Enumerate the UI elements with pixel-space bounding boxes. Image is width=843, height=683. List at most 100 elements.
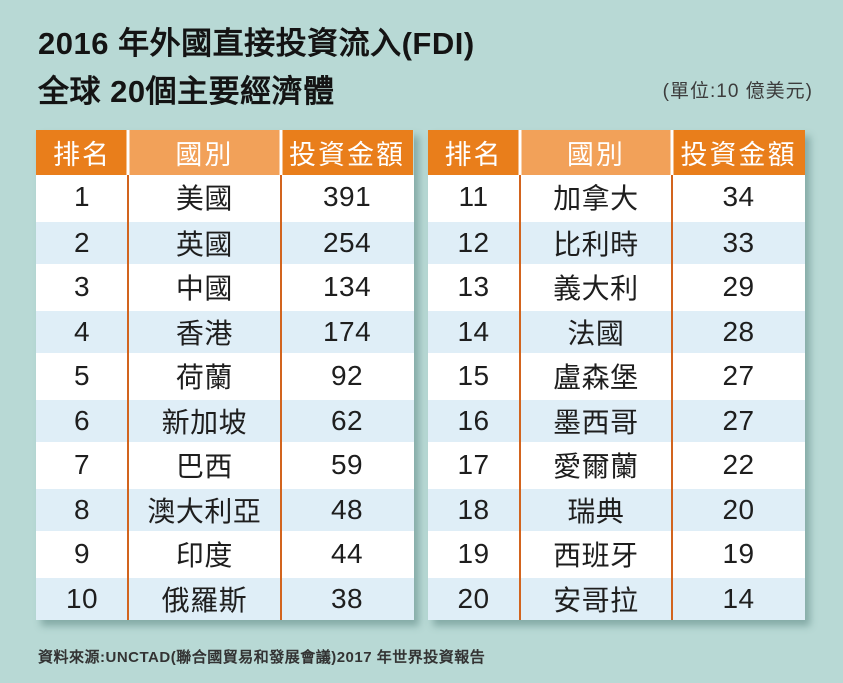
amount-cell: 391	[322, 181, 372, 213]
table-row: 16 墨西哥 27	[427, 397, 805, 442]
column-divider	[518, 175, 521, 620]
rank-cell: 2	[74, 226, 91, 258]
header-divider	[518, 130, 522, 175]
header-rank: 排名	[36, 130, 129, 175]
table-rows: 1 美國 391 2 英國 254 3 中國 134 4 香港 174 5 荷蘭 92 6 新加坡 62 7 巴西 59…	[36, 175, 414, 620]
country-cell: 安哥拉	[553, 584, 639, 616]
table-header-row: 排名 國別 投資金額	[427, 130, 806, 175]
amount-cell: 48	[330, 493, 364, 525]
header-divider	[279, 130, 283, 175]
rank-cell: 5	[74, 360, 91, 392]
rank-cell: 8	[74, 493, 91, 525]
country-cell: 法國	[567, 317, 625, 349]
column-divider	[671, 175, 674, 620]
table-row: 8 澳大利亞 48	[36, 486, 414, 531]
amount-cell: 20	[722, 493, 755, 525]
rank-cell: 1	[74, 181, 91, 213]
amount-cell: 62	[330, 404, 364, 436]
table-body: 11 加拿大 34 12 比利時 33 13 義大利 29 14 法國 28 15 盧森堡 27 16 墨西哥 2…	[427, 175, 805, 620]
source-note: 資料來源:UNCTAD(聯合國貿易和發展會議)2017 年世界投資報告	[38, 649, 486, 666]
rank-cell: 14	[457, 315, 490, 347]
table-row: 5 荷蘭 92	[36, 353, 414, 398]
rank-cell: 15	[457, 360, 490, 392]
tables-container: 排名 國別 投資金額 1 美國 391 2 英國 254 3 中國 134 4 香港 174 5 荷蘭 92…	[36, 130, 805, 620]
rank-cell: 7	[74, 449, 91, 481]
country-cell: 中國	[175, 273, 233, 305]
country-cell: 澳大利亞	[147, 495, 262, 527]
page-header: 2016 年外國直接投資流入(FDI) 全球 20個主要經濟體 (單位:10 億…	[0, 0, 843, 116]
column-divider	[279, 175, 282, 620]
amount-cell: 27	[722, 360, 755, 392]
table-body: 1 美國 391 2 英國 254 3 中國 134 4 香港 174 5 荷蘭 92 6 新加坡 62 7 巴西 59…	[36, 175, 414, 620]
amount-cell: 134	[322, 271, 372, 303]
amount-cell: 174	[322, 315, 372, 347]
country-cell: 香港	[175, 317, 233, 349]
table-row: 15 盧森堡 27	[427, 353, 805, 398]
fdi-table-left: 排名 國別 投資金額 1 美國 391 2 英國 254 3 中國 134 4 香港 174 5 荷蘭 92…	[36, 130, 414, 620]
table-row: 2 英國 254	[36, 219, 414, 264]
rank-cell: 12	[457, 226, 490, 258]
header-divider	[670, 130, 674, 175]
table-rows: 11 加拿大 34 12 比利時 33 13 義大利 29 14 法國 28 15 盧森堡 27 16 墨西哥 2…	[427, 175, 805, 620]
country-cell: 巴西	[175, 451, 233, 483]
table-row: 18 瑞典 20	[427, 486, 805, 531]
amount-cell: 14	[722, 582, 755, 614]
country-cell: 加拿大	[553, 183, 639, 215]
country-cell: 美國	[175, 183, 233, 215]
amount-cell: 34	[722, 181, 755, 213]
table-row: 12 比利時 33	[427, 219, 805, 264]
table-row: 19 西班牙 19	[427, 531, 805, 576]
amount-cell: 22	[722, 449, 755, 481]
header-amount: 投資金額	[672, 130, 805, 175]
country-cell: 荷蘭	[175, 362, 233, 394]
rank-cell: 9	[74, 538, 91, 570]
table-row: 6 新加坡 62	[36, 397, 414, 442]
country-cell: 新加坡	[161, 406, 248, 438]
rank-cell: 17	[457, 449, 490, 481]
amount-cell: 92	[330, 360, 364, 392]
amount-cell: 28	[722, 315, 755, 347]
rank-cell: 10	[65, 582, 99, 614]
table-row: 13 義大利 29	[427, 264, 805, 309]
page-title-line1: 2016 年外國直接投資流入(FDI)	[38, 26, 475, 61]
unit-note: (單位:10 億美元)	[662, 81, 813, 102]
rank-cell: 18	[457, 493, 490, 525]
amount-cell: 27	[722, 404, 755, 436]
page-title-line2: 全球 20個主要經濟體	[38, 74, 335, 109]
amount-cell: 19	[722, 538, 755, 570]
rank-cell: 19	[457, 538, 490, 570]
fdi-table-right: 排名 國別 投資金額 11 加拿大 34 12 比利時 33 13 義大利 29 14 法國 28 15…	[427, 130, 806, 620]
rank-cell: 20	[457, 582, 490, 614]
country-cell: 印度	[175, 540, 233, 572]
amount-cell: 33	[722, 226, 755, 258]
rank-cell: 11	[458, 181, 489, 213]
rank-cell: 13	[457, 271, 490, 303]
table-row: 1 美國 391	[36, 175, 414, 220]
country-cell: 英國	[175, 228, 233, 260]
country-cell: 義大利	[553, 273, 639, 305]
country-cell: 愛爾蘭	[553, 451, 639, 483]
rank-cell: 3	[74, 271, 91, 303]
country-cell: 瑞典	[567, 495, 625, 527]
table-row: 9 印度 44	[36, 531, 414, 576]
amount-cell: 59	[330, 449, 364, 481]
header-country: 國別	[519, 130, 673, 175]
table-row: 7 巴西 59	[36, 442, 414, 487]
rank-cell: 6	[74, 404, 91, 436]
table-row: 3 中國 134	[36, 264, 414, 309]
amount-cell: 254	[322, 226, 372, 258]
country-cell: 比利時	[553, 228, 639, 260]
table-row: 11 加拿大 34	[427, 175, 805, 220]
amount-cell: 44	[330, 538, 364, 570]
header-rank: 排名	[427, 130, 520, 175]
header-divider	[126, 130, 130, 175]
amount-cell: 29	[722, 271, 755, 303]
table-row: 10 俄羅斯 38	[36, 575, 414, 620]
table-row: 20 安哥拉 14	[427, 575, 805, 620]
table-header-row: 排名 國別 投資金額	[36, 130, 414, 175]
rank-cell: 4	[74, 315, 91, 347]
header-country: 國別	[128, 130, 281, 175]
rank-cell: 16	[457, 404, 490, 436]
table-row: 17 愛爾蘭 22	[427, 442, 805, 487]
country-cell: 盧森堡	[553, 362, 639, 394]
